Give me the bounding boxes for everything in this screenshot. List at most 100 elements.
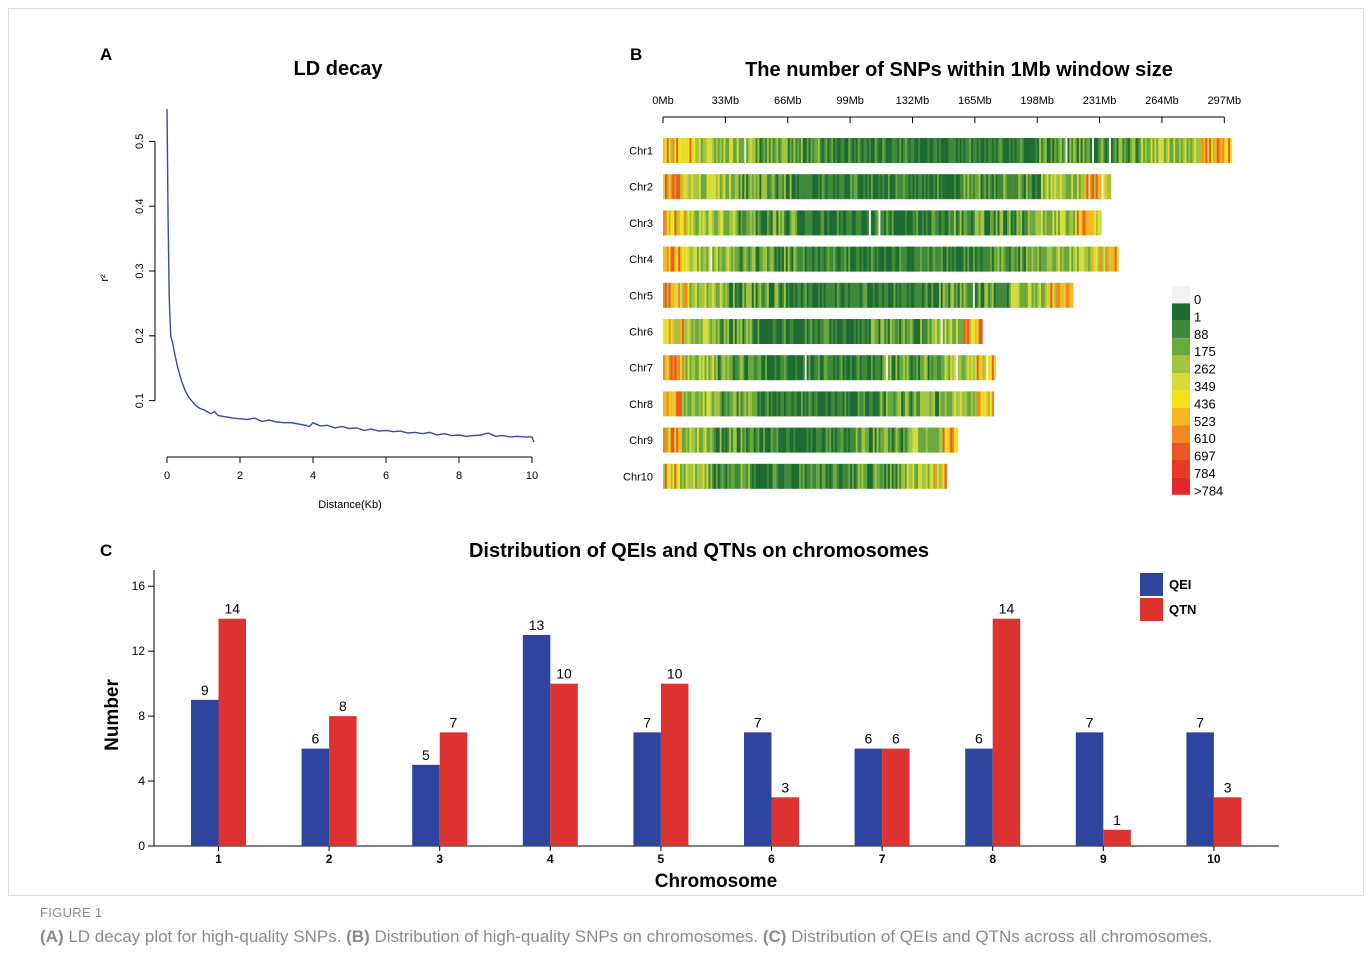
- snp-window-cell: [1061, 282, 1064, 308]
- snp-window-cell: [1027, 174, 1030, 200]
- snp-window-cell: [904, 282, 908, 308]
- snp-window-cell: [889, 391, 892, 417]
- snp-window-cell: [810, 355, 813, 381]
- snp-window-cell: [1010, 246, 1013, 272]
- snp-window-cell: [1212, 138, 1216, 163]
- snp-window-cell: [1033, 174, 1036, 200]
- snp-window-cell: [940, 319, 944, 344]
- snp-window-cell: [931, 391, 934, 417]
- snp-window-cell: [755, 174, 758, 200]
- snp-window-cell: [799, 319, 802, 344]
- snp-window-cell: [742, 138, 745, 163]
- snp-window-cell: [840, 463, 843, 489]
- snp-window-cell: [742, 282, 745, 308]
- snp-window-cell: [687, 319, 690, 344]
- legend-label: 436: [1194, 396, 1216, 411]
- legend-swatch: [1172, 286, 1190, 304]
- legend-swatch: [1172, 477, 1190, 495]
- c-y-tick-label: 12: [132, 644, 146, 658]
- snp-window-cell: [891, 138, 894, 163]
- snp-window-cell: [804, 319, 807, 344]
- snp-window-cell: [772, 210, 775, 236]
- snp-window-cell: [1035, 210, 1038, 236]
- c-x-tick-label: 10: [1207, 852, 1221, 866]
- snp-window-cell: [1042, 282, 1046, 308]
- snp-window-cell: [1063, 282, 1066, 308]
- snp-window-cell: [732, 463, 736, 489]
- snp-window-cell: [1012, 210, 1015, 236]
- snp-window-cell: [719, 427, 722, 453]
- snp-window-cell: [800, 210, 804, 236]
- snp-window-cell: [761, 282, 764, 308]
- snp-window-cell: [844, 391, 847, 417]
- snp-window-cell: [865, 319, 868, 344]
- snp-window-cell: [780, 138, 783, 163]
- snp-window-cell: [1186, 138, 1189, 163]
- snp-window-cell: [793, 391, 796, 417]
- snp-window-cell: [933, 391, 936, 417]
- snp-window-cell: [1124, 138, 1127, 163]
- snp-window-cell: [664, 282, 668, 308]
- snp-window-cell: [825, 246, 828, 272]
- snp-window-cell: [687, 427, 690, 453]
- qtn-bar: [1213, 797, 1242, 846]
- legend-label: 1: [1194, 309, 1201, 324]
- snp-window-cell: [982, 391, 985, 417]
- snp-window-cell: [787, 319, 790, 344]
- snp-window-cell: [793, 174, 796, 200]
- snp-window-cell: [899, 174, 902, 200]
- snp-window-cell: [785, 246, 789, 272]
- snp-window-cell: [800, 138, 804, 163]
- snp-window-cell: [789, 427, 792, 453]
- snp-window-cell: [806, 319, 809, 344]
- snp-window-cell: [734, 391, 738, 417]
- snp-window-cell: [969, 319, 972, 344]
- snp-window-cell: [963, 138, 966, 163]
- snp-window-cell: [755, 463, 758, 489]
- snp-window-cell: [848, 319, 851, 344]
- snp-window-cell: [1101, 174, 1104, 200]
- snp-window-cell: [838, 355, 841, 381]
- snp-window-cell: [816, 282, 819, 308]
- snp-window-cell: [1118, 138, 1121, 163]
- snp-window-cell: [746, 427, 749, 453]
- snp-window-cell: [676, 174, 679, 200]
- snp-window-cell: [865, 246, 868, 272]
- snp-window-cell: [683, 391, 686, 417]
- snp-window-cell: [766, 391, 770, 417]
- snp-window-cell: [906, 210, 909, 236]
- snp-window-cell: [963, 210, 966, 236]
- snp-window-cell: [695, 138, 698, 163]
- snp-window-cell: [829, 246, 832, 272]
- snp-window-cell: [834, 391, 838, 417]
- snp-window-cell: [823, 282, 826, 308]
- snp-window-cell: [848, 174, 851, 200]
- snp-window-cell: [872, 463, 875, 489]
- snp-window-cell: [776, 391, 779, 417]
- snp-window-cell: [1075, 174, 1078, 200]
- snp-window-cell: [681, 174, 685, 200]
- snp-window-cell: [1069, 210, 1072, 236]
- snp-window-cell: [678, 355, 681, 381]
- snp-window-cell: [876, 427, 879, 453]
- snp-window-cell: [802, 355, 806, 381]
- snp-window-cell: [1067, 282, 1070, 308]
- snp-window-cell: [702, 210, 705, 236]
- snp-window-cell: [808, 246, 811, 272]
- snp-window-cell: [1112, 246, 1116, 272]
- qei-data-label: 6: [975, 731, 983, 747]
- snp-window-cell: [848, 210, 851, 236]
- snp-window-cell: [876, 282, 879, 308]
- qei-data-label: 6: [311, 731, 319, 747]
- snp-window-cell: [704, 282, 707, 308]
- snp-window-cell: [857, 174, 860, 200]
- snp-window-cell: [912, 210, 915, 236]
- snp-window-cell: [1010, 174, 1013, 200]
- snp-window-cell: [799, 246, 802, 272]
- snp-window-cell: [687, 463, 690, 489]
- snp-window-cell: [744, 138, 747, 163]
- snp-window-cell: [993, 210, 996, 236]
- snp-window-cell: [808, 463, 811, 489]
- snp-window-cell: [810, 282, 813, 308]
- snp-window-cell: [938, 355, 942, 381]
